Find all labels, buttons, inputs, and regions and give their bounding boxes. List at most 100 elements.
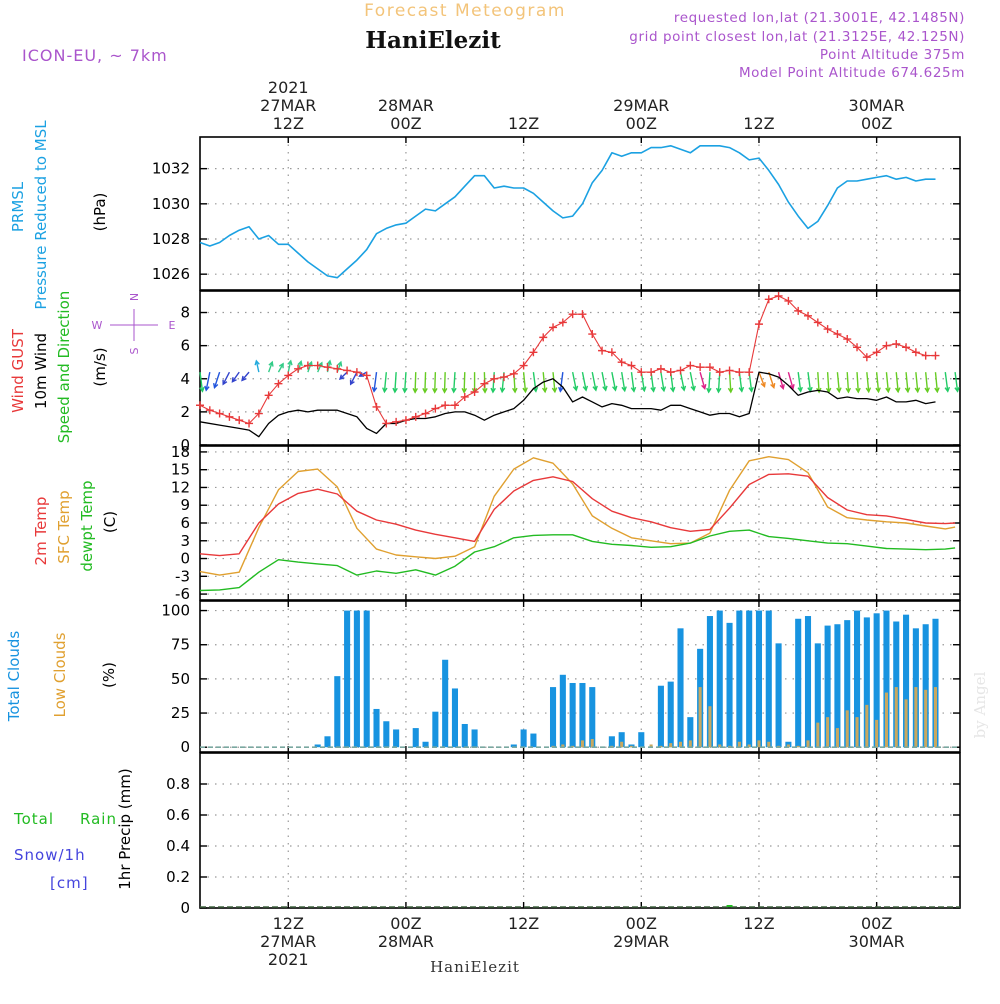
label-c: (C) <box>101 511 119 533</box>
wind-arrow-shaft <box>350 371 358 385</box>
wind-arrow-head <box>451 387 457 394</box>
time-label-top: 27MAR <box>260 96 316 115</box>
total-cloud-bar <box>412 728 419 748</box>
wind-arrow-shaft <box>453 372 456 393</box>
series-wind-gust-marker <box>656 364 665 373</box>
series-prmsl-line <box>199 145 936 279</box>
label-dewpt-temp: dewpt Temp <box>78 480 96 571</box>
wind-arrow-head <box>349 379 355 386</box>
panel-frame <box>199 136 961 291</box>
requested-point: requested lon,lat (21.3001E, 42.1485N) <box>674 10 965 26</box>
y-tick-label: 9 <box>180 496 190 514</box>
wind-arrow-head <box>268 360 274 367</box>
wind-arrow-shaft <box>403 372 407 393</box>
time-label-top: 12Z <box>508 114 539 133</box>
series-wind-gust-marker <box>607 348 616 357</box>
wind-arrow-head <box>512 387 518 394</box>
series-wind-gust-marker <box>539 333 548 342</box>
wind-arrow-shaft <box>944 372 949 392</box>
wind-arrow-shaft <box>895 372 899 392</box>
wind-arrow-shaft <box>241 371 250 381</box>
wind-arrow-head <box>650 386 656 393</box>
total-cloud-bar <box>530 733 537 748</box>
y-tick-label: 1030 <box>152 195 190 213</box>
wind-arrow-head <box>701 384 707 390</box>
wind-arrow-shaft <box>307 361 313 373</box>
total-cloud-bar <box>608 736 615 748</box>
wind-arrow-shaft <box>699 371 706 389</box>
time-label-top: 2021 <box>268 78 309 97</box>
wind-arrow-head <box>641 386 647 393</box>
series-wind-gust-marker <box>431 404 440 413</box>
time-label-bottom: 28MAR <box>378 932 434 951</box>
wind-arrow-head <box>551 387 558 394</box>
panel-pressure: 1026 1028 1030 1032 <box>152 136 961 291</box>
y-tick-label: 12 <box>171 478 190 496</box>
series-wind-gust-marker <box>352 368 361 377</box>
wind-arrow-head <box>779 384 785 390</box>
series-wind-gust-marker <box>598 346 607 355</box>
low-cloud-bar <box>884 692 888 748</box>
time-label-top: 29MAR <box>613 96 669 115</box>
series-wind-gust-marker <box>215 409 224 418</box>
wind-arrow-head <box>885 387 891 394</box>
wind-arrow-shaft <box>679 372 685 391</box>
wind-arrow-shaft <box>222 371 231 385</box>
y-tick-label: 6 <box>180 514 190 532</box>
low-cloud-bar <box>747 744 751 748</box>
series-wind-gust-marker <box>294 364 303 373</box>
y-tick-label: 0.2 <box>166 868 190 886</box>
total-cloud-bar <box>657 685 664 748</box>
series-wind-gust-marker <box>333 364 342 373</box>
series-wind-gust-marker <box>764 295 773 304</box>
rain-bar <box>726 905 733 907</box>
time-label-top: 00Z <box>626 114 657 133</box>
wind-direction-arrows <box>199 359 960 394</box>
total-cloud-bar <box>765 610 772 748</box>
wind-arrow-shaft <box>414 372 417 393</box>
total-cloud-bar <box>589 687 596 748</box>
total-cloud-bar <box>726 622 733 748</box>
y-tick-label: 50 <box>171 670 190 688</box>
wind-arrow-head <box>875 387 881 394</box>
panel-clouds: 0 25 50 75 100 <box>161 600 961 756</box>
time-label-top: 28MAR <box>378 96 434 115</box>
wind-arrow-shaft <box>434 372 437 393</box>
series-2m-temp <box>199 473 956 557</box>
wind-arrow-head <box>789 384 795 390</box>
series-wind-gust <box>196 291 940 428</box>
wind-arrow-head <box>592 385 598 392</box>
series-wind-gust-marker <box>735 368 744 377</box>
series-wind-gust-marker <box>509 369 518 378</box>
wind-arrow-shaft <box>373 372 378 392</box>
label-2m-temp: 2m Temp <box>32 497 50 566</box>
wind-arrow-head <box>690 385 696 392</box>
time-label-bottom: 12Z <box>508 914 539 933</box>
series-wind-gust-marker <box>274 379 283 388</box>
series-wind-gust-marker <box>794 306 803 315</box>
total-cloud-bar <box>422 741 429 748</box>
wind-arrow-head <box>490 387 496 394</box>
series-wind-gust-marker <box>500 373 508 382</box>
wind-arrow-shaft <box>660 372 665 391</box>
y-tick-label: 8 <box>180 304 190 322</box>
wind-arrow-head <box>213 383 219 389</box>
wind-arrow-shaft <box>954 372 959 392</box>
wind-arrow-head <box>499 387 506 394</box>
total-cloud-bar <box>814 643 821 748</box>
series-wind-gust-marker <box>862 353 871 362</box>
compass-n: N <box>128 293 141 301</box>
total-cloud-bar <box>863 617 870 748</box>
series-wind-gust-marker <box>568 310 577 319</box>
total-cloud-bar <box>549 687 557 748</box>
low-cloud-bar <box>894 687 898 748</box>
series-wind-gust-marker <box>666 368 675 377</box>
wind-arrow-shaft <box>532 372 537 392</box>
total-cloud-bar <box>853 610 861 748</box>
wind-arrow-shaft <box>707 372 711 393</box>
low-cloud-bar <box>796 745 800 748</box>
total-cloud-bar <box>903 614 910 748</box>
wind-arrow-shaft <box>758 371 766 387</box>
